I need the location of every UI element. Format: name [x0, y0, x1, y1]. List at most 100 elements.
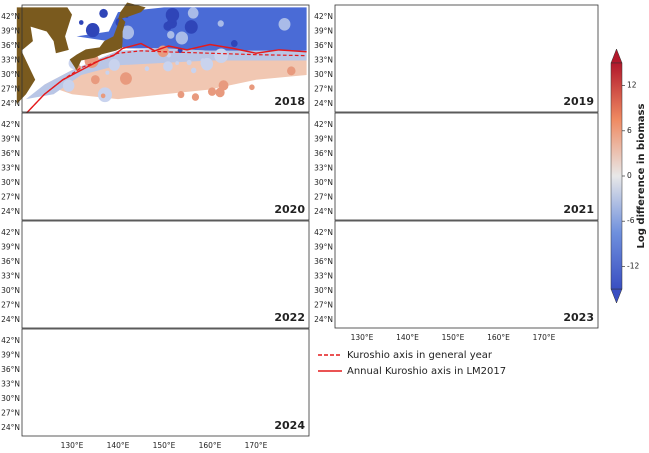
- lat-label: 33°N: [1, 379, 20, 388]
- speckle: [249, 84, 255, 91]
- panel-border: [334, 4, 599, 113]
- speckle: [177, 91, 185, 99]
- speckle: [190, 67, 197, 74]
- lat-label: 42°N: [314, 12, 333, 21]
- ocean: [335, 221, 598, 328]
- lat-label: 42°N: [314, 228, 333, 237]
- panel-border: [21, 112, 310, 221]
- speckle: [85, 23, 100, 38]
- lon-label: 170°E: [533, 333, 556, 342]
- lat-label: 24°N: [314, 207, 333, 216]
- lat-label: 24°N: [1, 207, 20, 216]
- year-label: 2019: [563, 95, 594, 108]
- lat-label: 39°N: [1, 26, 20, 35]
- speckle: [184, 20, 198, 34]
- lat-label: 27°N: [1, 84, 20, 93]
- map-panel: 2021 42°N 39°N 36°N 33°N 30°N 27°N 24°N: [314, 112, 599, 221]
- colorbar-tick-label: -12: [627, 261, 639, 270]
- lat-label: 27°N: [1, 192, 20, 201]
- lat-label: 27°N: [1, 300, 20, 309]
- panel-border: [21, 4, 310, 113]
- colorbar-arrow-bottom: [610, 288, 623, 304]
- speckle: [217, 20, 224, 27]
- legend: Kuroshio axis in general year Annual Kuro…: [318, 350, 506, 377]
- colorbar-arrow-top: [610, 48, 623, 64]
- year-label: 2024: [274, 419, 305, 432]
- kuroshio-annual: [25, 42, 307, 115]
- speckle: [200, 58, 206, 64]
- lat-label: 30°N: [1, 178, 20, 187]
- panel-border: [334, 112, 599, 221]
- legend-text: Kuroshio axis in general year: [347, 350, 493, 361]
- speckle: [62, 79, 75, 92]
- speckle: [207, 87, 217, 96]
- lon-label: 170°E: [245, 441, 268, 450]
- speckle: [108, 58, 120, 71]
- lat-label: 39°N: [314, 242, 333, 251]
- lat-label: 36°N: [314, 149, 333, 158]
- lat-label: 27°N: [314, 84, 333, 93]
- land: [16, 7, 72, 104]
- land: [69, 17, 126, 71]
- lat-label: 27°N: [314, 300, 333, 309]
- year-label: 2023: [563, 311, 594, 324]
- colorbar: [610, 62, 623, 290]
- lat-label: 24°N: [1, 423, 20, 432]
- lat-label: 30°N: [1, 394, 20, 403]
- lon-label: 140°E: [107, 441, 130, 450]
- speckle: [186, 59, 192, 66]
- lat-label: 36°N: [1, 365, 20, 374]
- lat-label: 27°N: [314, 192, 333, 201]
- lat-label: 39°N: [314, 26, 333, 35]
- lat-label: 42°N: [1, 336, 20, 345]
- map-panel: 2022 42°N 39°N 36°N 33°N 30°N 27°N 24°N: [1, 220, 310, 329]
- map-panel: 2018 42°N 39°N 36°N 33°N 30°N 27°N 24°N: [1, 2, 310, 115]
- lat-label: 27°N: [1, 408, 20, 417]
- lon-label: 140°E: [396, 333, 419, 342]
- speckle: [214, 48, 228, 63]
- lon-label: 130°E: [351, 333, 374, 342]
- lat-label: 39°N: [314, 134, 333, 143]
- colorbar-label: Log difference in biomass: [636, 103, 647, 248]
- speckle: [278, 18, 291, 31]
- lat-label: 33°N: [314, 55, 333, 64]
- lat-label: 30°N: [1, 286, 20, 295]
- year-label: 2022: [274, 311, 305, 324]
- speckle: [230, 40, 238, 48]
- lat-label: 24°N: [1, 315, 20, 324]
- lat-label: 33°N: [1, 271, 20, 280]
- lat-label: 42°N: [1, 12, 20, 21]
- land: [117, 2, 146, 20]
- panel-border: [334, 220, 599, 329]
- lat-label: 30°N: [1, 70, 20, 79]
- speckle: [78, 20, 84, 25]
- map-panel: 2024 42°N 39°N 36°N 33°N 30°N 27°N 24°N: [1, 328, 310, 437]
- speckle: [167, 30, 175, 39]
- lon-label: 150°E: [153, 441, 176, 450]
- speckle: [187, 7, 199, 19]
- speckle: [175, 31, 189, 45]
- lat-label: 42°N: [314, 120, 333, 129]
- lat-label: 30°N: [314, 178, 333, 187]
- lon-label: 160°E: [487, 333, 510, 342]
- map-content: [16, 2, 307, 115]
- lon-label: 160°E: [199, 441, 222, 450]
- lat-label: 36°N: [314, 41, 333, 50]
- lon-label: 130°E: [61, 441, 84, 450]
- lat-label: 33°N: [1, 55, 20, 64]
- speckle: [165, 7, 180, 23]
- speckle: [105, 70, 110, 75]
- lat-label: 36°N: [1, 41, 20, 50]
- year-label: 2021: [563, 203, 594, 216]
- speckle: [100, 93, 106, 99]
- lat-label: 33°N: [314, 271, 333, 280]
- map-panel: 2020 42°N 39°N 36°N 33°N 30°N 27°N 24°N: [1, 112, 310, 221]
- lat-label: 24°N: [1, 99, 20, 108]
- ocean: [335, 113, 598, 220]
- year-label: 2018: [274, 95, 305, 108]
- speckle: [120, 72, 132, 85]
- lat-label: 39°N: [1, 242, 20, 251]
- ocean: [22, 221, 309, 328]
- lat-label: 39°N: [1, 134, 20, 143]
